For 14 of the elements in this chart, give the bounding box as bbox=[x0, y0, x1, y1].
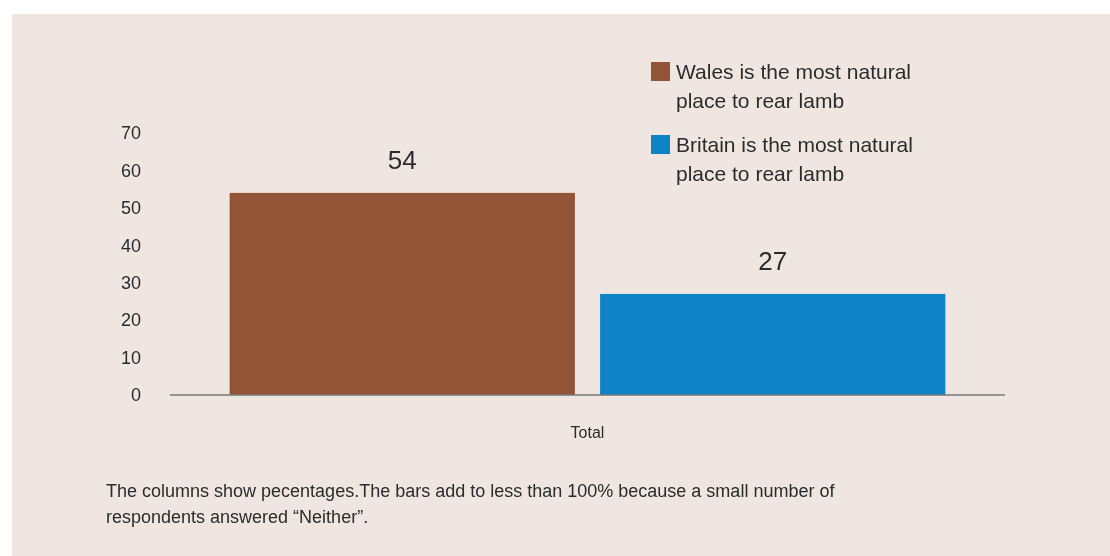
y-tick-label: 20 bbox=[120, 310, 141, 331]
y-tick-label: 50 bbox=[120, 198, 141, 219]
y-tick-label: 30 bbox=[120, 273, 141, 294]
data-label: 27 bbox=[758, 245, 788, 276]
legend-label: Britain is the most natural place to rear lamb bbox=[676, 133, 913, 185]
y-tick-label: 70 bbox=[120, 123, 141, 144]
y-tick-label: 0 bbox=[130, 385, 141, 406]
x-tick-label: Total bbox=[570, 424, 605, 441]
data-label: 54 bbox=[387, 144, 417, 175]
y-tick-label: 40 bbox=[120, 235, 141, 256]
legend-label: Wales is the most natural place to rear lamb bbox=[676, 60, 911, 112]
y-tick-label: 10 bbox=[120, 347, 141, 368]
text: The columns show pecentages.The bars add to less than 100% because a small number of respondents answered “Neither”. bbox=[106, 481, 836, 527]
y-tick-label: 60 bbox=[120, 160, 141, 181]
